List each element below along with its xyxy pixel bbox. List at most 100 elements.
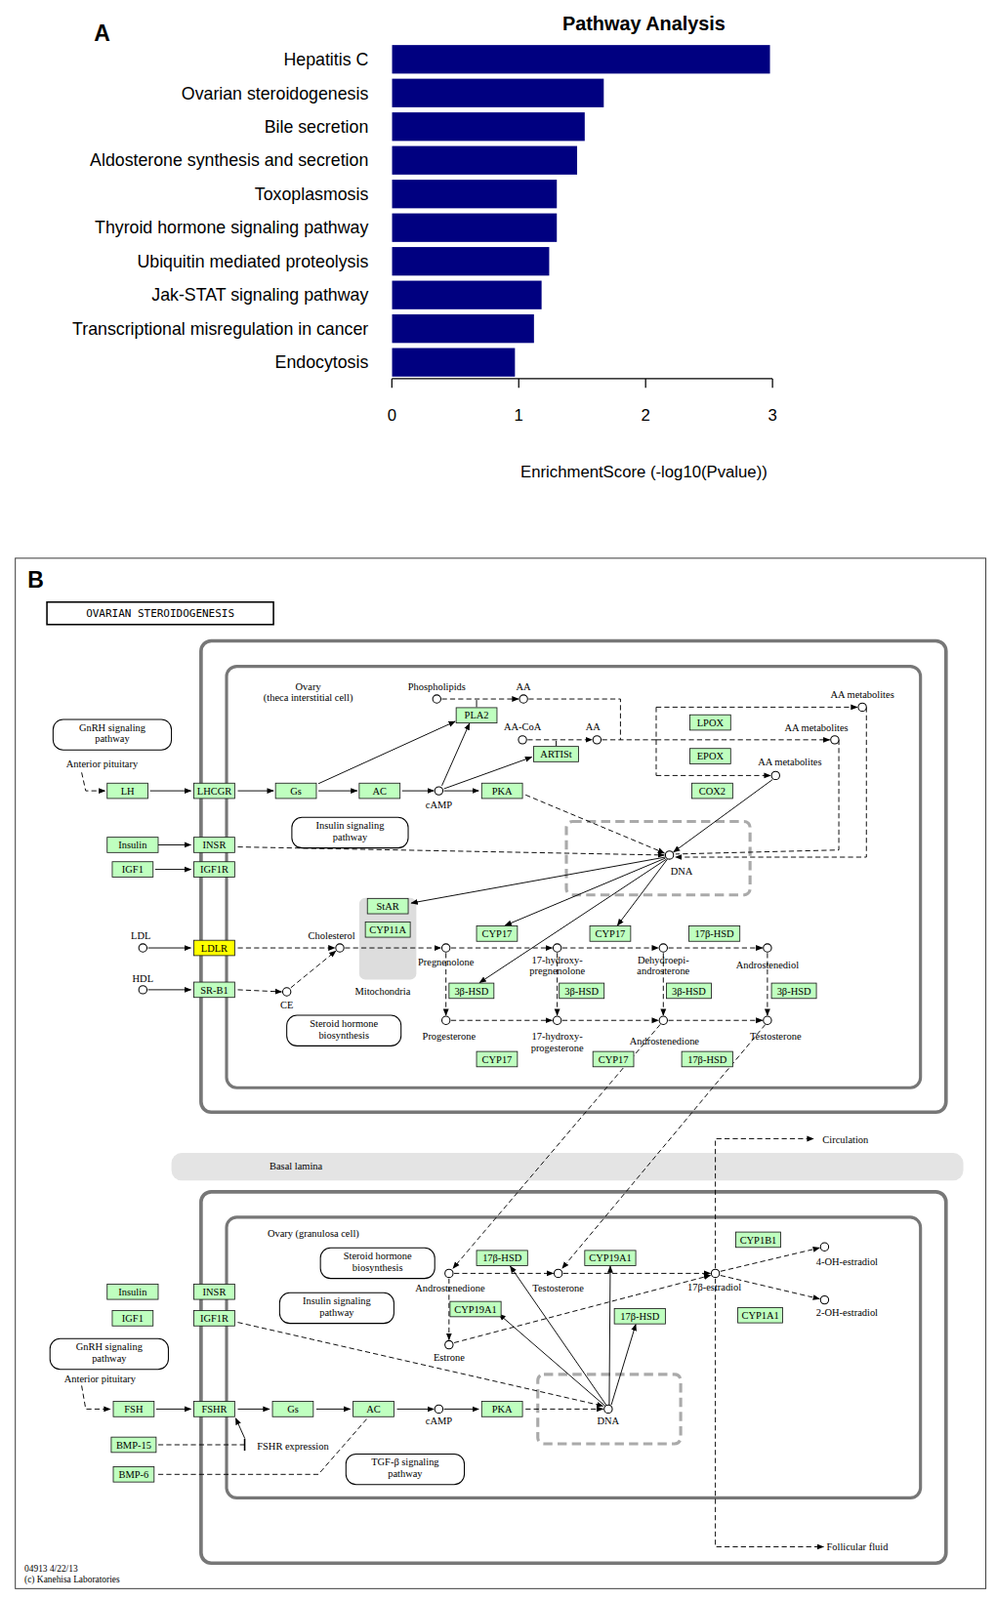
edge bbox=[238, 1323, 604, 1408]
gene-label: LH bbox=[121, 786, 135, 797]
gene-box bbox=[559, 983, 605, 999]
x-tick bbox=[645, 378, 647, 388]
gene-box bbox=[476, 1250, 528, 1267]
compound-label: 4-OH-estradiol bbox=[816, 1256, 878, 1268]
gene-label: ARTISt bbox=[539, 748, 573, 760]
gene-box bbox=[194, 940, 236, 956]
gene-label: PKA bbox=[492, 786, 513, 797]
compound-label: cAMP bbox=[425, 1415, 453, 1427]
edge bbox=[555, 741, 557, 747]
gene-label: Insulin bbox=[118, 839, 148, 851]
compound-label: AA bbox=[585, 721, 602, 733]
gene-box bbox=[449, 983, 495, 999]
compound bbox=[335, 944, 344, 953]
gene-label: 3β-HSD bbox=[564, 986, 599, 997]
edge bbox=[609, 1266, 611, 1406]
edge bbox=[238, 948, 335, 950]
edge bbox=[82, 772, 106, 791]
gene-box bbox=[681, 1051, 733, 1068]
gene-label: INSR bbox=[203, 1286, 227, 1298]
gene-label: BMP-15 bbox=[116, 1440, 152, 1452]
region-label: Ovary bbox=[295, 681, 323, 693]
panel-label: A bbox=[93, 20, 111, 46]
gene-label: INSR bbox=[203, 839, 227, 851]
compound-label: Cholesterol bbox=[308, 930, 356, 942]
gene-label: 3β-HSD bbox=[777, 986, 812, 997]
gene-label: Gs bbox=[287, 1404, 299, 1415]
compound bbox=[763, 1016, 772, 1025]
cell-inner bbox=[226, 666, 921, 1089]
figure: APathway AnalysisHepatitis COvarian ster… bbox=[0, 0, 996, 1600]
gene-box bbox=[365, 921, 411, 938]
compound-label: pregnenolone bbox=[529, 965, 585, 977]
bar bbox=[391, 146, 578, 175]
gene-box bbox=[450, 1301, 501, 1318]
gene-label: IGF1R bbox=[200, 864, 229, 875]
gene-label: Insulin bbox=[118, 1286, 148, 1298]
edge bbox=[563, 1273, 710, 1275]
pathway-label: pathway bbox=[91, 1353, 127, 1365]
gene-box bbox=[359, 783, 401, 799]
compound-label: Phospholipids bbox=[408, 681, 466, 693]
gene-label: CYP11A bbox=[369, 924, 407, 936]
gene-box bbox=[194, 1311, 236, 1328]
gene-box bbox=[476, 926, 518, 943]
gene-box bbox=[107, 1284, 159, 1300]
gene-box bbox=[456, 707, 498, 724]
edge bbox=[476, 700, 478, 707]
x-tick-label: 0 bbox=[387, 406, 397, 425]
pathway-label: biosynthesis bbox=[352, 1262, 404, 1274]
edge bbox=[402, 790, 434, 792]
gene-label: 17β-HSD bbox=[482, 1252, 523, 1264]
gene-label: LPOX bbox=[697, 717, 725, 729]
gene-label: CYP1B1 bbox=[740, 1235, 778, 1246]
compound bbox=[858, 703, 867, 711]
edge bbox=[158, 1418, 368, 1475]
gene-box bbox=[481, 783, 523, 799]
bar bbox=[391, 112, 585, 141]
pathway-box bbox=[291, 817, 409, 848]
gene-box bbox=[112, 1311, 154, 1328]
gene-box bbox=[275, 783, 317, 799]
compound bbox=[138, 944, 147, 953]
x-tick bbox=[772, 378, 774, 388]
edge bbox=[82, 1385, 111, 1410]
gene-label: BMP-6 bbox=[119, 1469, 150, 1481]
edge bbox=[155, 844, 192, 846]
category-label: Ubiquitin mediated proteolysis bbox=[136, 251, 369, 272]
gene-box bbox=[692, 783, 734, 799]
category-label: Bile secretion bbox=[264, 117, 370, 137]
gene-box bbox=[689, 748, 731, 765]
pathway-label: Steroid hormone bbox=[309, 1018, 378, 1030]
edge bbox=[451, 948, 552, 950]
gene-label: CYP17 bbox=[598, 1054, 629, 1066]
bar bbox=[391, 247, 549, 276]
compound-label: Androstenedione bbox=[629, 1036, 701, 1047]
edge bbox=[442, 699, 519, 701]
note: Anterior pituitary bbox=[64, 1373, 137, 1385]
gene-box bbox=[738, 1307, 784, 1324]
edge bbox=[527, 739, 592, 741]
gene-label: AC bbox=[373, 786, 388, 797]
category-label: Toxoplasmosis bbox=[254, 184, 370, 205]
gene-box bbox=[113, 1466, 155, 1483]
compound-label: Progesterone bbox=[422, 1031, 477, 1042]
gene-label: StAR bbox=[376, 901, 400, 913]
pathway-label: Insulin signaling bbox=[302, 1295, 373, 1307]
pathway-label: pathway bbox=[319, 1307, 355, 1319]
compound bbox=[820, 1243, 829, 1251]
category-label: Transcriptional misregulation in cancer bbox=[72, 319, 369, 339]
compound-label: Dehydroepi- bbox=[637, 954, 690, 966]
gene-label: CYP19A1 bbox=[588, 1252, 632, 1264]
edge bbox=[562, 1024, 766, 1269]
compound bbox=[659, 944, 667, 953]
edge bbox=[444, 1409, 480, 1411]
background bbox=[0, 0, 996, 1600]
gene-label: LDLR bbox=[201, 943, 228, 955]
edge bbox=[454, 1273, 553, 1275]
compound-label: LDL bbox=[130, 930, 151, 942]
edge bbox=[238, 990, 283, 993]
compound-label: cAMP bbox=[425, 799, 453, 811]
compound bbox=[664, 851, 673, 860]
category-label: Ovarian steroidogenesis bbox=[181, 83, 370, 104]
